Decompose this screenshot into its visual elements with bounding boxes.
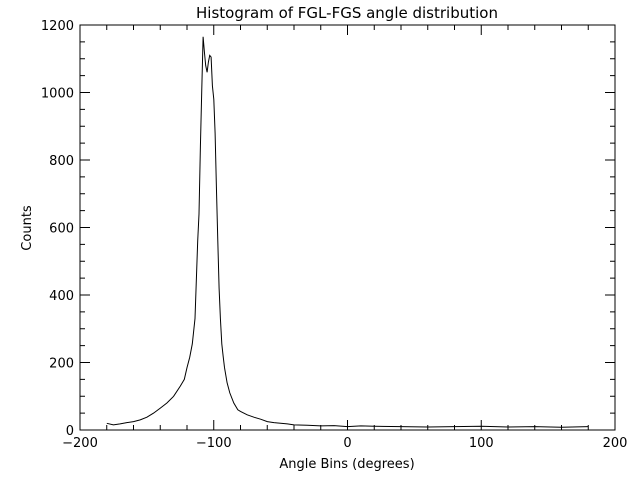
y-tick-label: 1000 bbox=[41, 87, 74, 102]
x-tick-label: 0 bbox=[343, 436, 351, 451]
y-tick-label: 0 bbox=[66, 424, 74, 439]
y-axis-title: Counts bbox=[20, 205, 35, 251]
y-tick-label: 200 bbox=[49, 357, 74, 372]
x-tick-label: 200 bbox=[603, 436, 628, 451]
y-tick-label: 400 bbox=[49, 289, 74, 304]
series-line bbox=[106, 36, 589, 428]
x-tick-label: −100 bbox=[196, 436, 232, 451]
axis-tick-labels: −200 −100 0 100 200 0 200 400 600 800 1000 1200 bbox=[41, 19, 628, 451]
y-tick-label: 600 bbox=[49, 222, 74, 237]
y-tick-label: 800 bbox=[49, 154, 74, 169]
y-tick-label: 1200 bbox=[41, 19, 74, 34]
x-tick-label: −200 bbox=[62, 436, 98, 451]
plot-frame bbox=[79, 24, 616, 431]
x-axis-title: Angle Bins (degrees) bbox=[279, 457, 414, 472]
x-tick-label: 100 bbox=[469, 436, 494, 451]
chart-title: Histogram of FGL-FGS angle distribution bbox=[196, 4, 498, 22]
axis-ticks bbox=[79, 24, 616, 431]
